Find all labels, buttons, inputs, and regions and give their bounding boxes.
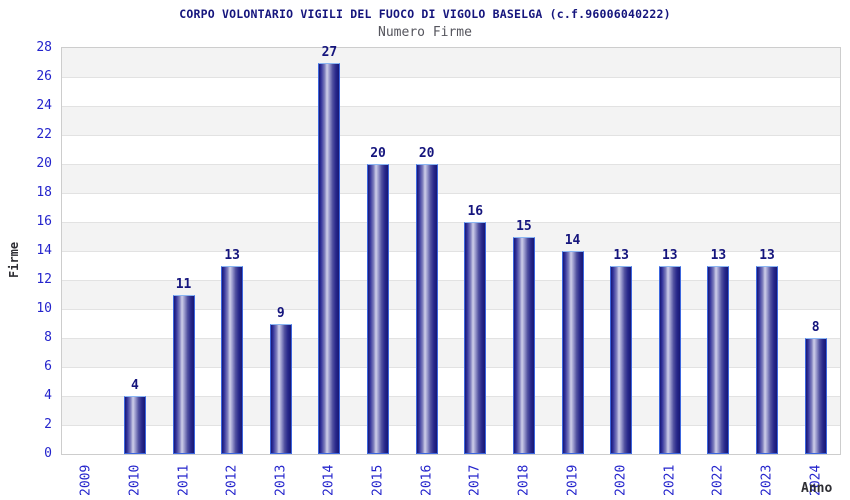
y-tick-label: 16 [36, 214, 52, 229]
bar-value-label: 13 [661, 247, 678, 263]
x-tick-label: 2017 [467, 464, 483, 496]
y-tick-label: 20 [36, 156, 52, 171]
bar [804, 338, 827, 454]
y-tick-label: 4 [44, 388, 52, 403]
x-tick-label: 2011 [176, 464, 192, 496]
plot-band [62, 222, 840, 251]
plot-band [62, 164, 840, 193]
bar-value-label: 9 [276, 305, 285, 321]
grid-line [62, 106, 840, 107]
y-tick-label: 22 [36, 127, 52, 142]
y-tick-label: 10 [36, 301, 52, 316]
bar [658, 265, 681, 454]
grid-line [62, 425, 840, 426]
grid-line [62, 193, 840, 194]
bar-value-label: 13 [224, 247, 241, 263]
plot-band [62, 48, 840, 77]
x-tick-label: 2023 [759, 464, 775, 496]
plot-area: 4 11 13 9 27 20 20 16 15 14 13 13 13 13 8 [61, 44, 841, 455]
x-axis-title: Anno [801, 481, 833, 496]
bar-value-label: 20 [418, 146, 435, 161]
y-tick-label: 8 [44, 330, 52, 345]
bar-value-label: 8 [811, 320, 820, 335]
grid-line [62, 222, 840, 223]
grid-line [62, 135, 840, 136]
grid-line [62, 280, 840, 281]
grid-line [62, 251, 840, 252]
y-tick-label: 6 [44, 359, 52, 374]
x-tick-label: 2020 [613, 464, 629, 496]
y-tick-label: 2 [44, 417, 52, 432]
x-tick-label: 2021 [662, 464, 678, 496]
y-tick-label: 24 [36, 98, 52, 113]
bar [610, 265, 633, 454]
grid-line [62, 396, 840, 397]
bar [415, 164, 438, 454]
x-tick-label: 2012 [224, 464, 240, 496]
bar-value-label: 20 [370, 146, 386, 161]
plot-band [62, 106, 840, 135]
bar-value-label: 13 [710, 247, 727, 263]
y-tick-label: 18 [36, 185, 52, 200]
grid-line [62, 77, 840, 78]
plot-band [62, 193, 840, 222]
y-tick-label: 12 [36, 272, 52, 287]
x-tick-label: 2009 [78, 464, 94, 496]
y-axis-title: Firme [7, 241, 21, 279]
y-tick-label: 28 [36, 40, 52, 55]
x-tick-label: 2015 [370, 464, 386, 496]
bar-value-label: 13 [759, 247, 775, 263]
bar [221, 265, 244, 454]
x-tick-label: 2014 [321, 464, 337, 496]
bar [756, 265, 779, 454]
grid-line [62, 164, 840, 165]
chart-subtitle: Numero Firme [378, 25, 472, 40]
bar [561, 251, 584, 454]
bar-value-label: 27 [321, 44, 338, 60]
chart-title: CORPO VOLONTARIO VIGILI DEL FUOCO DI VIG… [179, 7, 671, 21]
bar [367, 164, 390, 454]
bar-value-label: 14 [564, 233, 581, 248]
bar [318, 62, 341, 454]
x-tick-label: 2010 [127, 464, 143, 496]
plot-band [62, 77, 840, 106]
bar [464, 222, 487, 454]
bar [512, 236, 535, 454]
grid-line [62, 338, 840, 339]
y-axis: 0 2 4 6 8 10 12 14 16 18 20 22 24 26 28 [0, 40, 57, 461]
x-tick-label: 2019 [565, 464, 581, 496]
bar-value-label: 11 [175, 276, 192, 292]
y-tick-label: 26 [36, 69, 52, 84]
bar [269, 323, 292, 454]
bar-value-label: 4 [131, 378, 139, 393]
bar [172, 294, 195, 454]
bar-value-label: 16 [467, 204, 484, 219]
x-tick-label: 2022 [710, 464, 726, 496]
bar-value-label: 13 [613, 247, 630, 263]
y-tick-label: 14 [36, 243, 52, 258]
bar-value-label: 15 [516, 218, 532, 234]
bar [707, 265, 730, 454]
plot-band [62, 135, 840, 164]
x-tick-label: 2016 [419, 464, 435, 496]
x-axis: 2009 2010 2011 2012 2013 2014 2015 2016 2017 2018… [61, 456, 841, 500]
x-tick-label: 2018 [516, 464, 532, 496]
bar [123, 396, 146, 454]
grid-line [62, 367, 840, 368]
x-tick-label: 2013 [273, 464, 289, 496]
y-tick-label: 0 [44, 446, 52, 461]
grid-line [62, 309, 840, 310]
